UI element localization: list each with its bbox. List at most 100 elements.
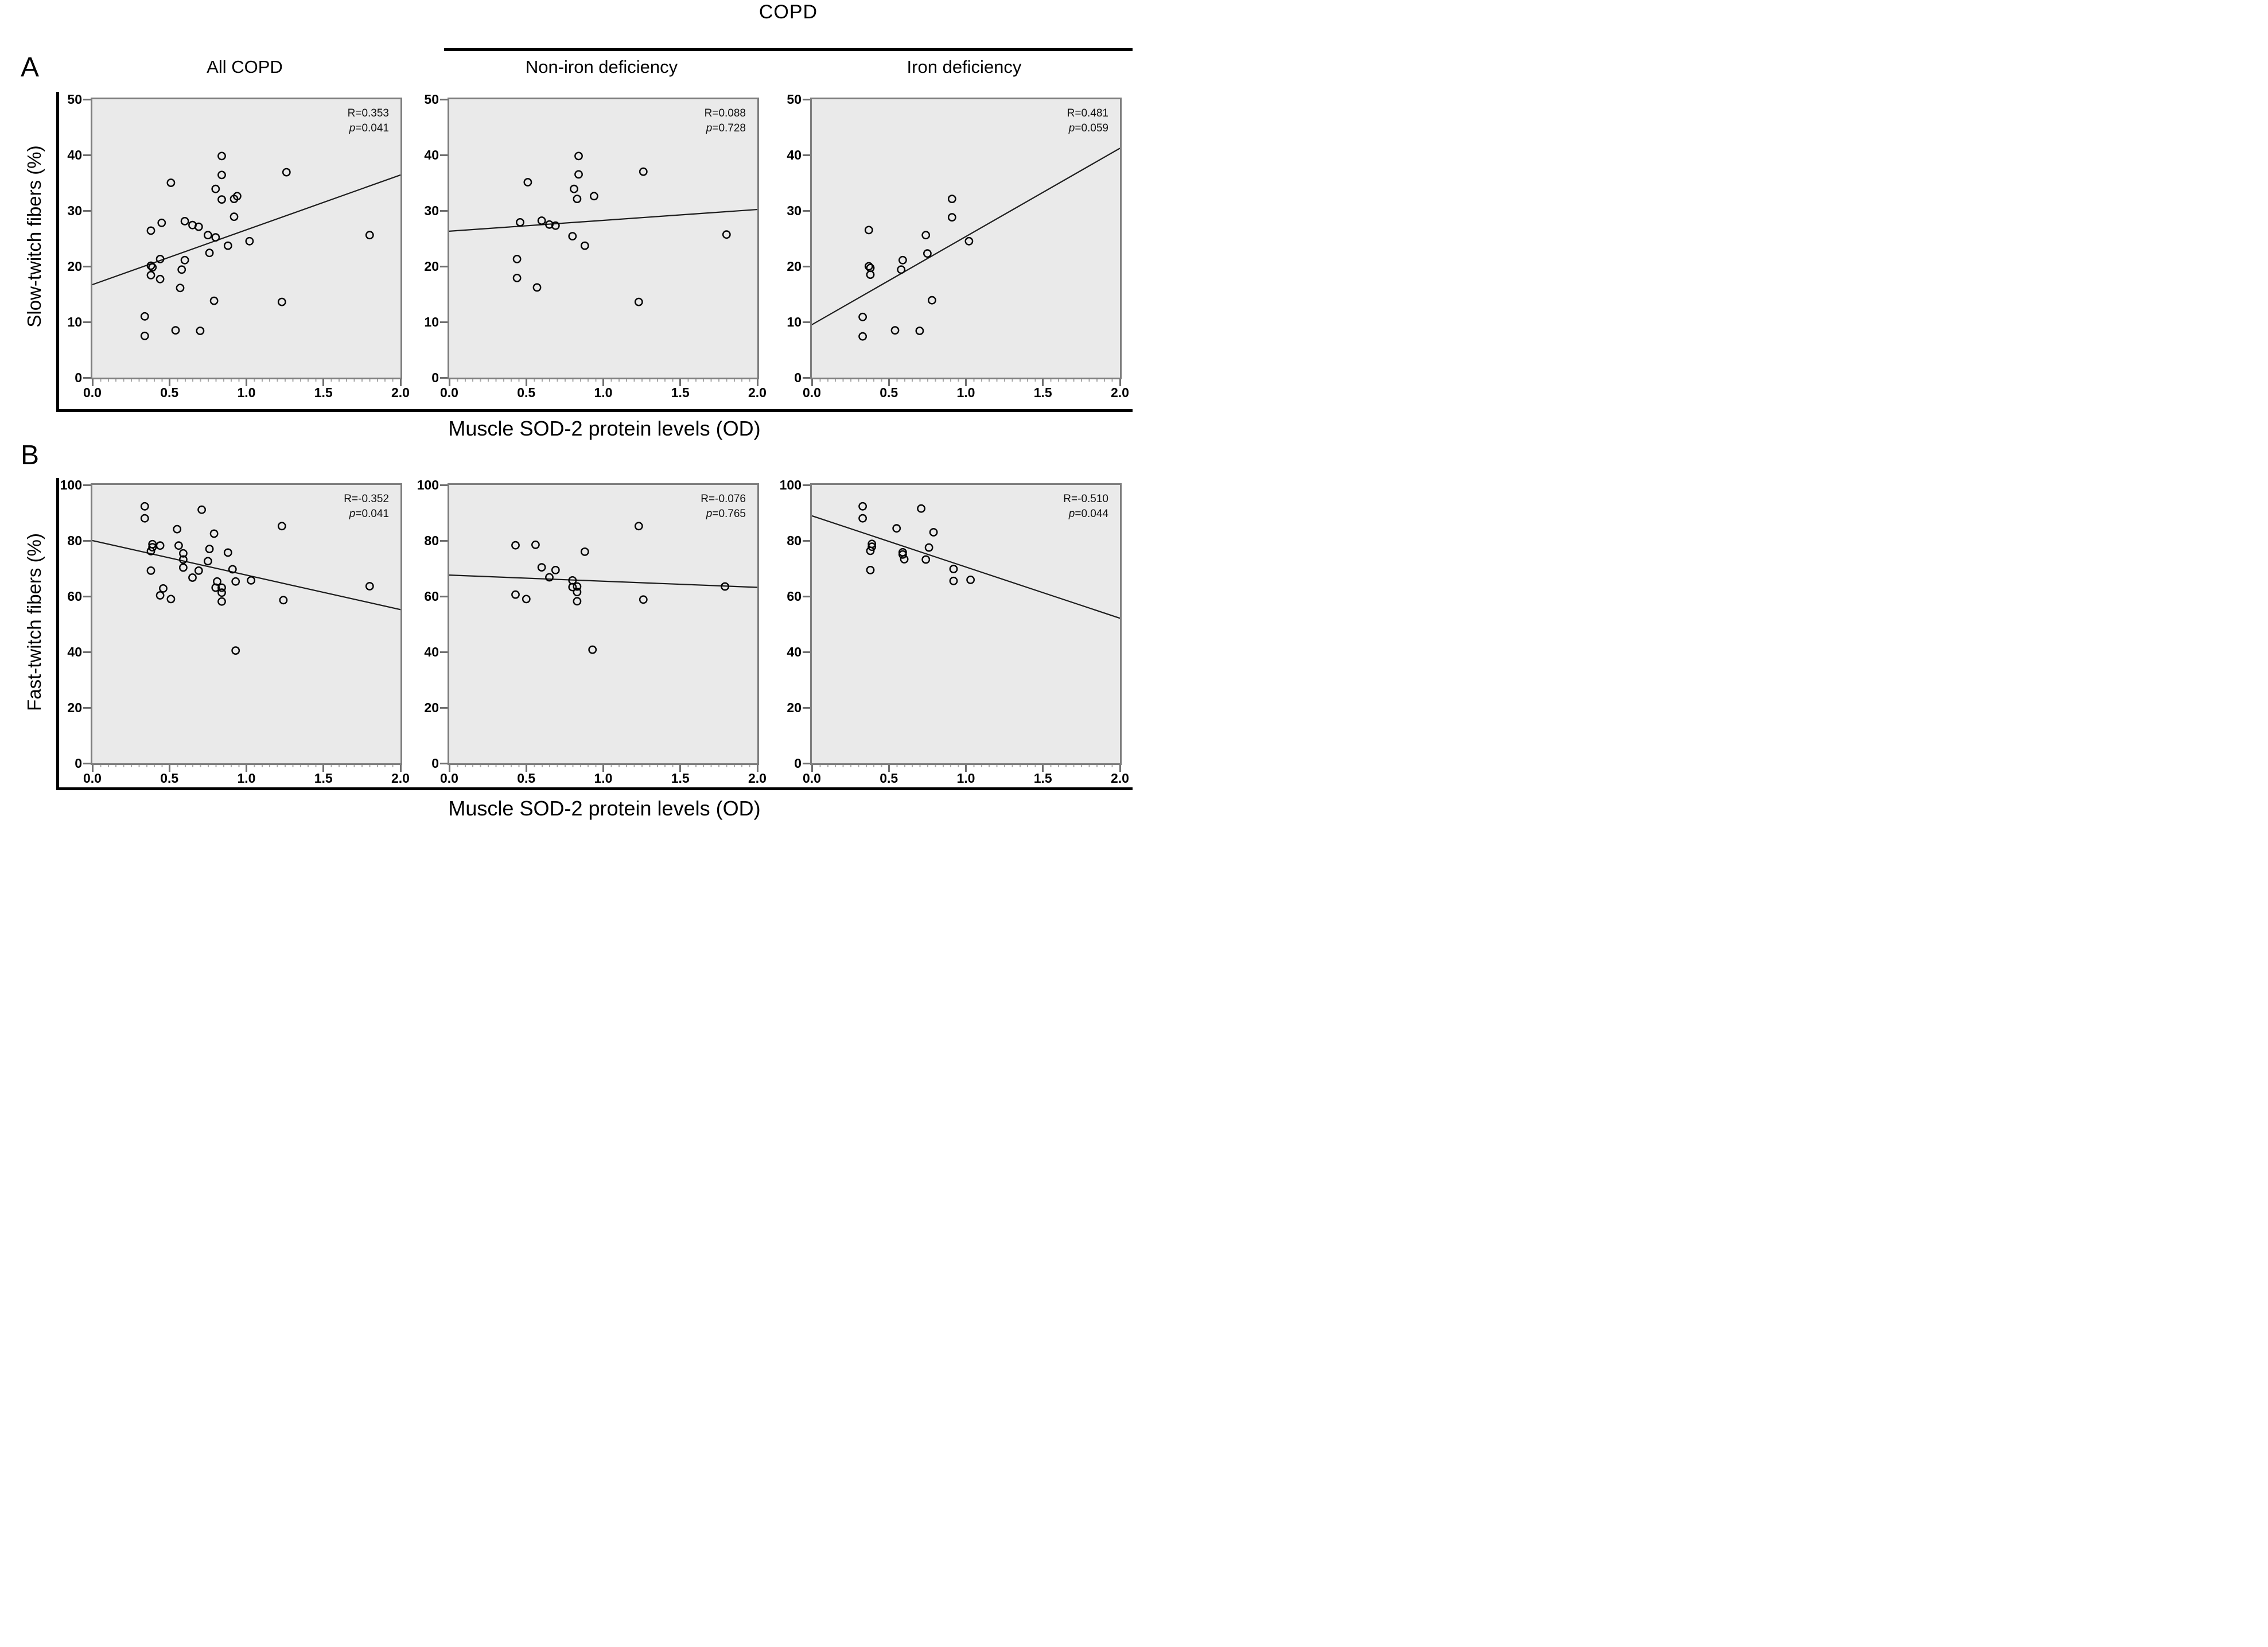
y-tick-label: 30	[787, 203, 802, 218]
data-point	[177, 265, 186, 274]
row-b-x-axis-label: Muscle SOD-2 protein levels (OD)	[448, 797, 761, 820]
data-point	[568, 232, 577, 241]
x-tick-label: 0.5	[160, 771, 179, 786]
data-point	[949, 576, 958, 585]
x-tick-mark	[525, 765, 527, 772]
data-point	[211, 583, 220, 592]
scatter-svg	[812, 147, 1120, 341]
plot-area-b-non-iron: R=-0.076 p=0.765 100 80 60 40 20 0 0.0 0.5 1.0 1.…	[417, 478, 767, 786]
x-tick-mark	[756, 765, 758, 772]
data-point	[277, 522, 286, 531]
data-point	[915, 327, 924, 335]
data-point	[157, 218, 166, 227]
y-tick-mark	[83, 376, 91, 379]
data-point	[531, 540, 540, 549]
data-point	[574, 152, 583, 161]
data-point	[146, 261, 155, 270]
data-point	[155, 274, 165, 283]
p-symbol: p	[1068, 508, 1075, 520]
y-tick-label: 80	[787, 533, 802, 548]
data-point	[921, 555, 931, 564]
data-point	[277, 297, 286, 306]
data-point	[173, 525, 182, 534]
data-point	[900, 555, 909, 564]
row-b-frame-left	[56, 478, 59, 790]
data-point	[580, 241, 589, 250]
y-tick-mark	[83, 321, 91, 323]
x-tick-mark	[168, 765, 170, 772]
data-point	[140, 331, 149, 340]
y-tick-mark	[83, 209, 91, 212]
data-point	[217, 152, 226, 161]
y-tick-mark	[83, 762, 91, 764]
data-point	[511, 541, 520, 550]
data-point	[924, 543, 933, 552]
data-point	[864, 262, 873, 271]
x-tick-mark	[811, 765, 813, 772]
data-point	[217, 583, 226, 592]
data-point	[148, 543, 157, 552]
y-tick-label: 0	[431, 756, 439, 771]
data-point	[209, 296, 219, 305]
data-point	[866, 546, 875, 556]
p-value: p=0.728	[706, 122, 746, 134]
data-point	[573, 597, 582, 606]
y-tick-mark	[440, 321, 448, 323]
y-tick-label: 60	[424, 589, 439, 604]
stats-annotation: R=0.353 p=0.041	[348, 106, 389, 136]
y-tick-mark	[83, 651, 91, 653]
y-tick-label: 0	[75, 370, 82, 385]
row-b-frame-bottom	[56, 787, 1133, 790]
y-tick-mark	[83, 484, 91, 486]
y-tick-mark	[83, 595, 91, 597]
y-tick-mark	[440, 762, 448, 764]
data-point	[858, 502, 867, 511]
y-tick-label: 10	[424, 314, 439, 329]
data-point	[247, 576, 255, 585]
data-point	[947, 195, 956, 204]
y-tick-label: 20	[787, 259, 802, 274]
data-point	[140, 514, 149, 523]
y-tick-label: 20	[67, 700, 82, 715]
data-point	[898, 550, 907, 559]
y-tick-mark	[83, 265, 91, 267]
plot-area-b-iron: R=-0.510 p=0.044 100 80 60 40 20 0 0.0 0.5 1.0 1.…	[780, 478, 1129, 786]
data-point	[209, 529, 219, 538]
data-point	[217, 588, 226, 597]
x-tick-mark	[965, 379, 967, 386]
data-point	[223, 548, 232, 557]
y-tick-label: 40	[67, 644, 82, 659]
data-point	[279, 596, 288, 605]
x-tick-label: 0.0	[803, 385, 821, 400]
x-tick-mark	[246, 379, 247, 386]
p-value: p=0.044	[1068, 508, 1108, 520]
data-point	[511, 590, 520, 599]
scatter-svg	[449, 522, 757, 654]
p-value: p=0.059	[1068, 122, 1108, 134]
data-point	[146, 566, 155, 575]
data-point	[178, 563, 188, 572]
y-tick-label: 30	[67, 203, 82, 218]
scatter-svg	[92, 502, 400, 655]
x-tick-label: 1.0	[956, 385, 975, 400]
x-tick-mark	[1119, 379, 1121, 386]
x-tick-label: 2.0	[748, 771, 767, 786]
x-tick-label: 0.5	[517, 771, 536, 786]
r-value: R=0.353	[347, 107, 389, 119]
y-tick-mark	[803, 539, 810, 542]
p-value: p=0.041	[349, 122, 389, 134]
row-a-letter: A	[21, 52, 40, 83]
x-tick-mark	[246, 765, 247, 772]
data-point	[923, 249, 932, 258]
data-point	[949, 565, 958, 573]
scatter-svg	[812, 502, 1120, 619]
data-point	[573, 582, 582, 591]
data-point	[639, 595, 648, 604]
y-tick-label: 20	[67, 259, 82, 274]
x-tick-mark	[602, 765, 604, 772]
p-value: p=0.765	[706, 508, 746, 520]
data-point	[588, 645, 597, 654]
data-point	[217, 195, 226, 204]
y-tick-label: 50	[67, 92, 82, 107]
data-point	[196, 327, 205, 335]
